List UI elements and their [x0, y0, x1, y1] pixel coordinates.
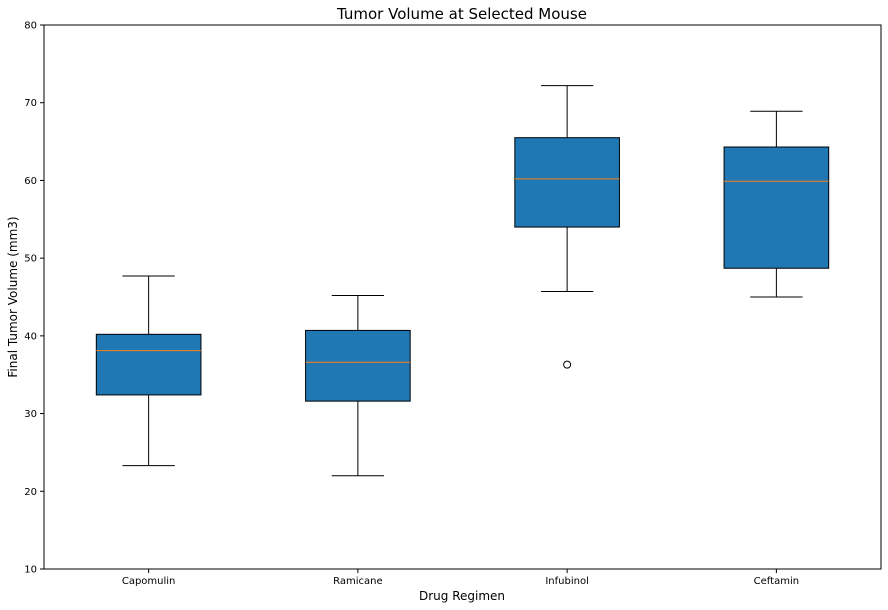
x-tick-label: Ceftamin	[754, 576, 799, 587]
box-infubinol	[514, 85, 620, 369]
outlier-point	[563, 360, 572, 369]
box-ceftamin	[723, 110, 830, 298]
chart-title: Tumor Volume at Selected Mouse	[336, 5, 587, 23]
y-tick-label: 60	[24, 176, 37, 187]
box-ramicane	[305, 294, 411, 477]
box-iqr	[514, 137, 620, 228]
x-tick-label: Ramicane	[333, 576, 383, 587]
box-series	[95, 85, 830, 477]
y-tick-label: 50	[24, 254, 37, 265]
x-tick-label: Infubinol	[545, 576, 589, 587]
y-tick-label: 10	[24, 565, 37, 576]
box-iqr	[95, 333, 202, 396]
box-iqr	[305, 329, 411, 402]
x-tick-label: Capomulin	[122, 576, 176, 587]
y-tick-label: 20	[24, 487, 37, 498]
x-axis-title: Drug Regimen	[419, 589, 505, 603]
x-axis: Capomulin Ramicane Infubinol Ceftamin	[122, 569, 799, 587]
plot-area	[43, 24, 882, 570]
y-axis: 10 20 30 40 50 60 70 80	[24, 21, 44, 576]
y-axis-title: Final Tumor Volume (mm3)	[6, 216, 20, 377]
y-tick-label: 30	[24, 409, 37, 420]
y-tick-label: 40	[24, 331, 37, 342]
y-tick-label: 80	[24, 21, 37, 32]
y-tick-label: 70	[24, 98, 37, 109]
box-capomulin	[95, 275, 202, 467]
box-iqr	[723, 146, 830, 269]
